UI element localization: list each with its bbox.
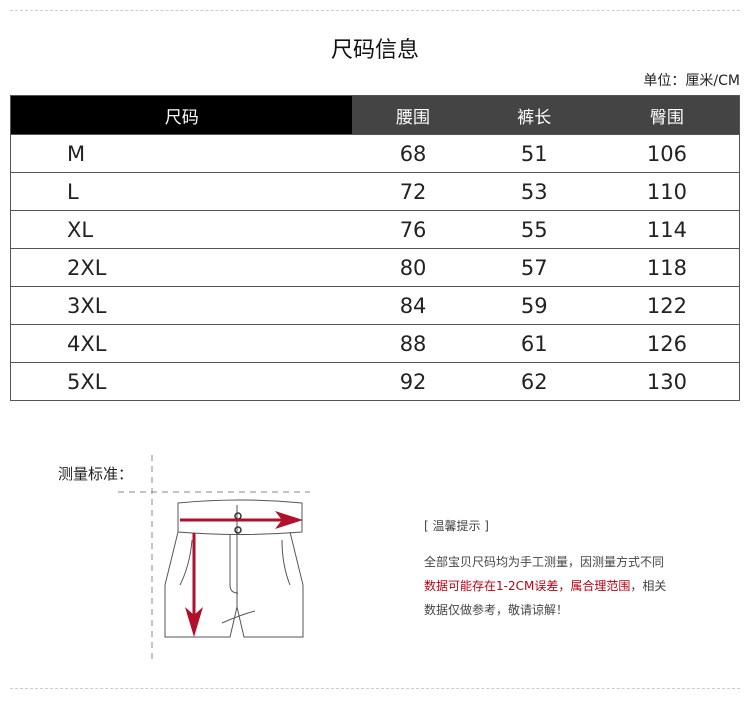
cell-hip: 110 [594, 172, 740, 211]
tips-line-2-rest: ，相关 [630, 579, 667, 593]
cell-hip: 106 [594, 134, 740, 173]
table-row: 3XL 84 59 122 [10, 286, 740, 325]
header-hip: 臀围 [594, 95, 740, 135]
cell-length: 57 [473, 248, 595, 287]
cell-length: 59 [473, 286, 595, 325]
measure-label: 测量标准： [58, 465, 134, 483]
header-size: 尺码 [10, 95, 353, 135]
cell-hip: 130 [594, 362, 740, 401]
cell-length: 62 [473, 362, 595, 401]
cell-length: 53 [473, 172, 595, 211]
unit-label: 单位：厘米/CM [643, 73, 740, 89]
cell-hip: 114 [594, 210, 740, 249]
tips-error-note: 数据可能存在1-2CM误差，属合理范围 [424, 579, 631, 593]
page-title: 尺码信息 [330, 38, 419, 63]
tips-heading: [ 温馨提示 ] [424, 519, 489, 533]
cell-size: 4XL [10, 324, 353, 363]
table-row: M 68 51 106 [10, 134, 740, 173]
cell-length: 61 [473, 324, 595, 363]
header-waist: 腰围 [352, 95, 474, 135]
cell-waist: 72 [352, 172, 474, 211]
header-length: 裤长 [473, 95, 595, 135]
cell-size: 2XL [10, 248, 353, 287]
top-divider [10, 10, 740, 11]
cell-waist: 80 [352, 248, 474, 287]
size-table: 尺码 腰围 裤长 臀围 M 68 51 106 L 72 53 110 XL 76 55 114 2XL… [10, 95, 740, 401]
cell-waist: 92 [352, 362, 474, 401]
cell-size: 5XL [10, 362, 353, 401]
cell-size: 3XL [10, 286, 353, 325]
tips-line-2: 数据可能存在1-2CM误差，属合理范围，相关 [424, 574, 666, 598]
table-row: 4XL 88 61 126 [10, 324, 740, 363]
tips-block: [ 温馨提示 ] 全部宝贝尺码均为手工测量，因测量方式不同 数据可能存在1-2C… [424, 514, 666, 622]
cell-length: 51 [473, 134, 595, 173]
cell-hip: 118 [594, 248, 740, 287]
cell-waist: 76 [352, 210, 474, 249]
cell-hip: 126 [594, 324, 740, 363]
shorts-measurement-icon [118, 455, 310, 660]
tips-line-3: 数据仅做参考，敬请谅解！ [424, 603, 569, 617]
table-row: 2XL 80 57 118 [10, 248, 740, 287]
cell-size: XL [10, 210, 353, 249]
cell-hip: 122 [594, 286, 740, 325]
cell-waist: 84 [352, 286, 474, 325]
table-row: XL 76 55 114 [10, 210, 740, 249]
table-row: 5XL 92 62 130 [10, 362, 740, 401]
tips-line-1: 全部宝贝尺码均为手工测量，因测量方式不同 [424, 555, 665, 569]
cell-waist: 68 [352, 134, 474, 173]
cell-length: 55 [473, 210, 595, 249]
cell-waist: 88 [352, 324, 474, 363]
cell-size: M [10, 134, 353, 173]
table-header: 尺码 腰围 裤长 臀围 [10, 95, 740, 135]
bottom-divider [10, 688, 740, 689]
table-row: L 72 53 110 [10, 172, 740, 211]
cell-size: L [10, 172, 353, 211]
